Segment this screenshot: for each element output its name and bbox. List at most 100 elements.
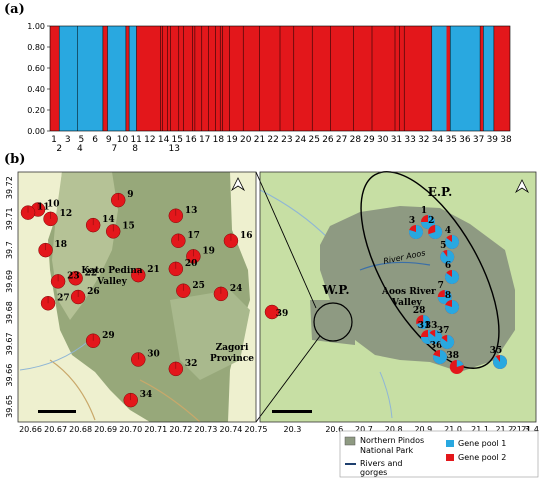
river-aoos (359, 261, 431, 271)
pop-label-6: 6 (92, 135, 98, 145)
site-36-pie-slice (433, 350, 448, 365)
left-xtick-6: 20.72 (169, 425, 192, 434)
legend-park-1: Northern Pindos (360, 436, 424, 445)
pop-label-15: 15 (172, 135, 183, 145)
site-1-pie-slice (421, 215, 435, 229)
pop-label-26: 26 (322, 135, 334, 145)
pop-label-20: 20 (240, 135, 252, 145)
left-ytick-4: 39.68 (5, 301, 14, 324)
pop-label-12: 12 (144, 135, 155, 145)
site-5-pie-slice (440, 250, 455, 264)
panel-label-b: (b) (4, 152, 26, 167)
zoom-line-2 (255, 335, 321, 423)
site-35-pie-slice (493, 355, 507, 369)
legend: Northern Pindos National Park Rivers and… (339, 430, 539, 478)
road-1 (49, 359, 96, 421)
scale-bar-left (38, 410, 76, 413)
legend-park-swatch (344, 436, 356, 446)
right-xtick-8: 21.3 (512, 425, 530, 434)
site-14-label: 14 (102, 215, 115, 225)
region-label-zagori-2: Province (210, 354, 254, 364)
site-38-pie-slice (456, 360, 464, 367)
right-xtick-5: 21.0 (444, 425, 462, 434)
north-arrow-left (230, 177, 246, 192)
site-37-label: 37 (437, 326, 450, 336)
site-17-label: 17 (187, 231, 200, 241)
right-map: 20.3 20.6 20.7 20.8 20.9 21.0 21.1 21.221.321.4… (255, 171, 539, 434)
bar-ytick-label-2: 0.40 (27, 85, 45, 94)
bar-segment-8 (446, 26, 451, 131)
region-label-zagori-1: Zagori (216, 343, 249, 353)
wp-circle (313, 302, 353, 342)
pop-label-19: 19 (226, 135, 238, 145)
site-28-label: 28 (413, 306, 426, 316)
pop-label-38: 38 (500, 135, 512, 145)
left-xtick-5: 20.71 (144, 425, 167, 434)
legend-park-2: National Park (360, 446, 414, 455)
left-map: 20.66 20.67 20.68 20.69 20.70 20.71 20.72 20.73… (5, 171, 267, 434)
legend-gp1: Gene pool 1 (458, 439, 506, 448)
pop-label-24: 24 (295, 135, 307, 145)
pop-label-17: 17 (199, 135, 210, 145)
panel-label-a: (a) (4, 2, 25, 17)
site-8-label: 8 (445, 291, 451, 301)
pop-label-18: 18 (213, 135, 225, 145)
site-2-pie-slice (428, 225, 443, 240)
pop-label-16: 16 (185, 135, 197, 145)
pop-label-37: 37 (473, 135, 484, 145)
left-ytick-0: 39.72 (5, 176, 14, 199)
legend-gp2-swatch (446, 454, 454, 461)
left-xtick-2: 20.68 (69, 425, 92, 434)
site-5-label: 5 (440, 241, 446, 251)
legend-gp1-swatch (446, 440, 454, 447)
site-31-label: 31 (418, 321, 431, 331)
left-map-frame (17, 171, 257, 423)
stream (19, 339, 91, 371)
site-30-label: 30 (147, 350, 160, 360)
site-4-label: 4 (445, 226, 451, 236)
wp-label: W.P. (322, 283, 350, 297)
pop-label-22: 22 (267, 135, 278, 145)
pop-label-32: 32 (418, 135, 429, 145)
bar-ytick-label-3: 0.60 (27, 64, 45, 73)
site-32-label: 32 (185, 359, 198, 369)
pop-label-30: 30 (377, 135, 389, 145)
right-xtick-1: 20.6 (325, 425, 343, 434)
right-xtick-9: 21.4 (521, 425, 539, 434)
site-15-label: 15 (122, 221, 135, 231)
site-4-pie-slice (444, 235, 459, 249)
right-xtick-0: 20.3 (283, 425, 301, 434)
left-xtick-3: 20.69 (94, 425, 117, 434)
pop-label-11: 11 (130, 135, 141, 145)
site-20-label: 20 (185, 259, 198, 269)
site-21-label: 21 (147, 265, 160, 275)
site-35-label: 35 (490, 346, 503, 356)
bar-segment-2 (102, 26, 108, 131)
site-26-label: 26 (87, 287, 100, 297)
left-xtick-8: 20.74 (219, 425, 242, 434)
wp-area (310, 300, 355, 345)
pop-label-8: 8 (132, 144, 138, 154)
pop-label-13: 13 (168, 144, 179, 154)
left-xtick-0: 20.66 (19, 425, 42, 434)
pop-label-9: 9 (106, 135, 112, 145)
site-22-label: 22 (85, 268, 98, 278)
north-arrow-right (514, 179, 530, 194)
site-19-label: 19 (202, 246, 215, 256)
bar-segment-7 (431, 26, 447, 131)
site-36-label: 36 (430, 341, 443, 351)
site-16-label: 16 (240, 231, 253, 241)
legend-rivers-2: gorges (360, 468, 387, 477)
site-33-pie-slice (428, 330, 443, 345)
pop-label-36: 36 (459, 135, 471, 145)
pop-label-10: 10 (117, 135, 129, 145)
pop-label-2: 2 (56, 144, 62, 154)
bar-segment-11 (483, 26, 494, 131)
pop-label-28: 28 (350, 135, 362, 145)
park-right (320, 206, 515, 372)
bar-segment-12 (493, 26, 510, 131)
site-1-label: 1 (421, 206, 427, 216)
road-2 (139, 379, 201, 423)
site-33-label: 33 (425, 321, 438, 331)
